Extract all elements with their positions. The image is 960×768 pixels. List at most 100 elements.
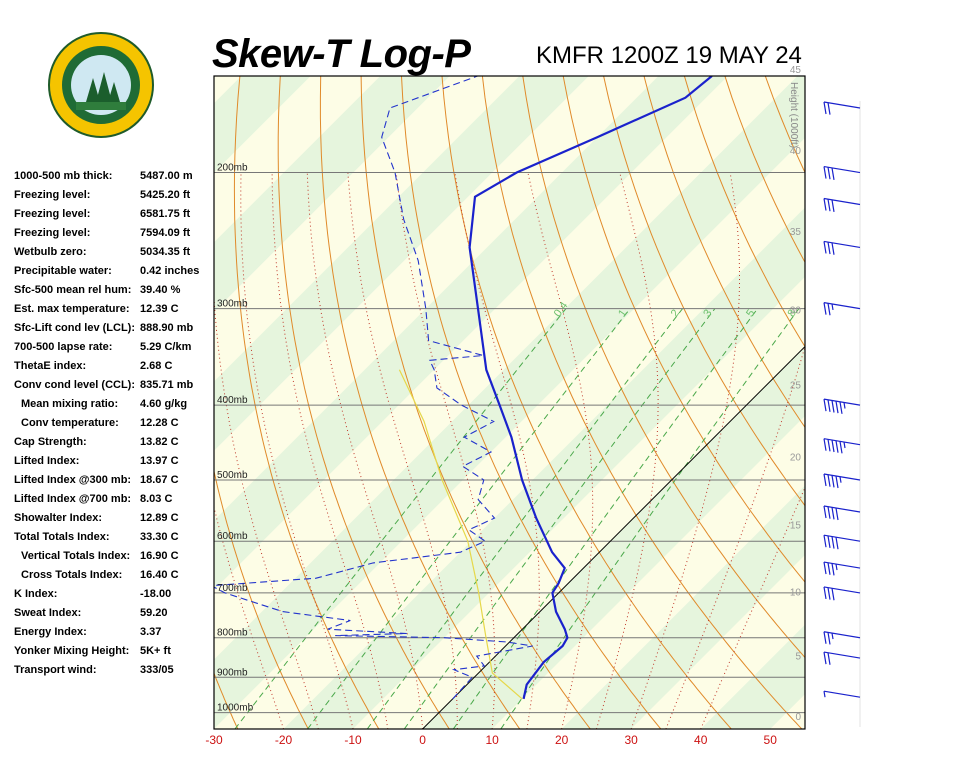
wind-barb-half-flag: [839, 476, 842, 483]
wind-barb-flag: [823, 473, 827, 487]
stat-value: 5425.20 ft: [140, 189, 191, 201]
wind-barb-flag: [823, 561, 827, 575]
height-tick-label: 45: [790, 65, 802, 76]
moist-adiabat: [271, 172, 389, 729]
stat-value: 16.40 C: [140, 569, 179, 581]
wind-barb-flag: [827, 587, 831, 600]
stat-row: Lifted Index @700 mb: 8.03 C: [14, 490, 214, 509]
height-tick-label: 20: [790, 452, 802, 463]
stat-label: Vertical Totals Index:: [21, 550, 131, 562]
isotherm-band: [492, 416, 805, 729]
wind-barb-staff: [823, 165, 861, 174]
wind-barb-half-flag: [843, 402, 846, 409]
pressure-label: 400mb: [217, 395, 248, 406]
temperature-trace: [468, 76, 713, 700]
wind-barb-staff: [823, 240, 861, 249]
stat-row: ThetaE index: 2.68 C: [14, 357, 214, 376]
height-tick-label: 25: [790, 380, 802, 391]
wind-barb: [823, 240, 861, 255]
wind-barb-flag: [827, 535, 831, 548]
x-tick-label: -20: [275, 733, 293, 747]
stat-label: ThetaE index:: [14, 360, 87, 372]
wind-barb-flag: [823, 651, 827, 665]
stat-label: Showalter Index:: [14, 512, 103, 524]
wind-barb: [823, 197, 861, 212]
stat-label: Lifted Index @700 mb:: [14, 493, 132, 505]
stat-row: Lifted Index: 13.97 C: [14, 452, 214, 471]
mixing-ratio-line: [366, 308, 683, 729]
oregon-forestry-logo: [48, 32, 154, 138]
wind-barb: [823, 534, 861, 550]
wind-barb-flag: [823, 101, 827, 115]
stat-value: -18.00: [140, 588, 172, 600]
wind-barb-half-flag: [823, 691, 826, 698]
stat-row: Yonker Mixing Height: 5K+ ft: [14, 642, 214, 661]
stat-row: Vertical Totals Index: 16.90 C: [14, 547, 214, 566]
pressure-label: 900mb: [217, 667, 248, 678]
stat-row: Precipitable water: 0.42 inches: [14, 262, 214, 281]
pressure-label: 600mb: [217, 531, 248, 542]
wind-barb-staff: [823, 473, 861, 481]
isotherm-band: [353, 277, 805, 729]
stat-row: Sfc-500 mean rel hum: 39.40 %: [14, 281, 214, 300]
height-tick-label: 0: [795, 712, 801, 723]
isotherm-band: [631, 555, 805, 729]
wind-barb-flag: [835, 475, 839, 489]
stat-row: Freezing level: 7594.09 ft: [14, 224, 214, 243]
station-datetime: KMFR 1200Z 19 MAY 24: [536, 42, 802, 69]
stat-value: 33.30 C: [140, 531, 179, 543]
stat-row: Total Totals Index: 33.30 C: [14, 528, 214, 547]
wind-barb: [823, 101, 861, 115]
height-tick-label: 15: [790, 521, 802, 532]
plot-frame: [213, 75, 806, 730]
stat-row: Showalter Index: 12.89 C: [14, 509, 214, 528]
mixing-ratio-label: 8: [785, 307, 798, 319]
stat-label: K Index:: [14, 588, 58, 600]
stat-row: Cap Strength: 13.82 C: [14, 433, 214, 452]
wind-barb-flag: [827, 241, 831, 255]
moist-adiabat: [527, 172, 594, 729]
stat-value: 5487.00 m: [140, 170, 193, 182]
wind-barb-flag: [823, 535, 827, 548]
stat-value: 5034.35 ft: [140, 246, 191, 258]
stat-label: 1000-500 mb thick:: [14, 170, 113, 182]
pressure-label: 800mb: [217, 628, 248, 639]
stat-label: 700-500 lapse rate:: [14, 341, 113, 353]
wind-barb-flag: [827, 506, 831, 519]
stat-label: Total Totals Index:: [14, 531, 110, 543]
height-axis-title: Height (1000ft): [788, 82, 799, 148]
wind-barb-flag: [827, 399, 831, 412]
wind-barb-staff: [823, 651, 861, 659]
x-tick-label: 0: [419, 733, 426, 747]
wind-barb-flag: [827, 632, 831, 645]
stat-label: Freezing level:: [14, 227, 91, 239]
pressure-label: 200mb: [217, 163, 248, 174]
mixing-ratio-label: 2: [669, 307, 682, 319]
chart-title: Skew-T Log-P: [212, 32, 471, 76]
wind-barb-flag: [823, 241, 827, 254]
isotherm-band: [561, 485, 805, 729]
dewpoint-trace: [214, 76, 533, 700]
stat-value: 5.29 C/km: [140, 341, 192, 353]
stat-value: 12.89 C: [140, 512, 179, 524]
wind-barb-flag: [827, 167, 831, 180]
stat-label: Sweat Index:: [14, 607, 82, 619]
stat-row: Sweat Index: 59.20: [14, 604, 214, 623]
wind-barb-flag: [827, 562, 831, 575]
wind-barb-flag: [831, 475, 835, 488]
stat-label: Lifted Index:: [14, 455, 80, 467]
mixing-ratio-line: [403, 308, 716, 729]
stat-label: Wetbulb zero:: [14, 246, 87, 258]
wind-barb-staff: [823, 586, 861, 594]
stat-label: Sfc-500 mean rel hum:: [14, 284, 132, 296]
stat-row: 700-500 lapse rate: 5.29 C/km: [14, 338, 214, 357]
stat-value: 835.71 mb: [140, 379, 194, 391]
plot-area: [214, 76, 960, 729]
wind-barb-flag: [827, 102, 831, 115]
wind-barb-flag: [823, 505, 827, 519]
moist-adiabat: [700, 486, 805, 729]
isotherm-band: [770, 694, 805, 729]
dry-adiabat: [846, 76, 960, 729]
height-tick-label: 30: [790, 306, 802, 317]
